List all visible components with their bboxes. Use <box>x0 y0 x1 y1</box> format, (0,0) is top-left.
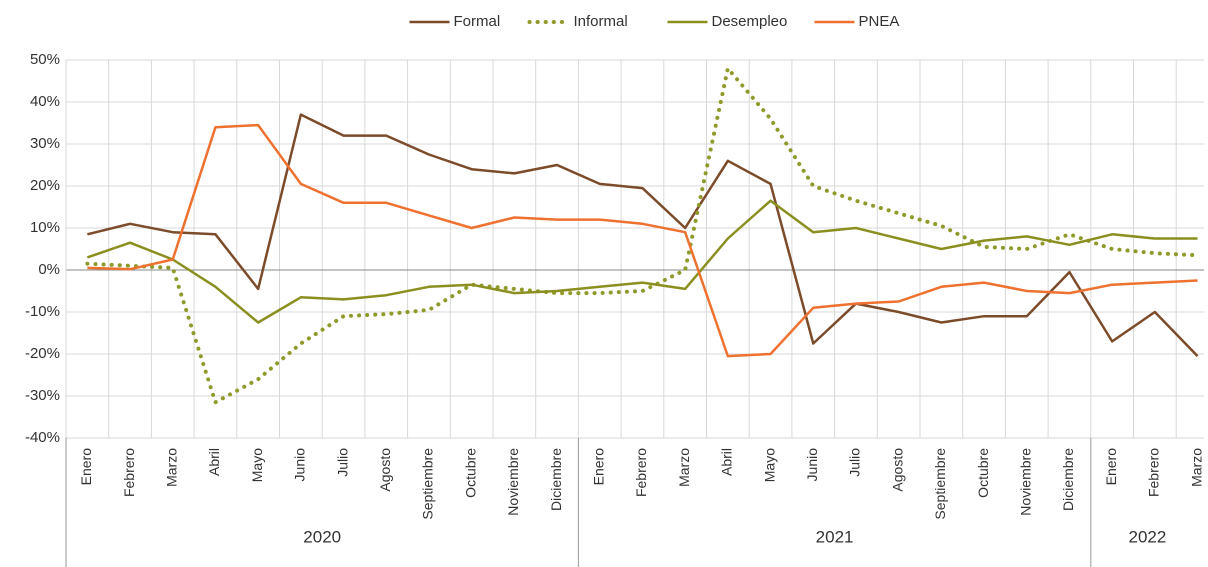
x-tick-label: Marzo <box>163 448 179 487</box>
x-tick-label: Enero <box>78 448 94 486</box>
x-tick-label: Noviembre <box>505 448 521 516</box>
y-tick-label: 20% <box>30 177 60 194</box>
x-tick-label: Abril <box>206 448 222 476</box>
x-tick-label: Abril <box>719 448 735 476</box>
legend-label: Informal <box>574 13 628 30</box>
series-line <box>87 113 1199 357</box>
x-tick-label: Mayo <box>249 448 265 482</box>
x-tick-label: Febrero <box>121 448 137 497</box>
x-tick-label: Marzo <box>1188 448 1204 487</box>
x-tick-label: Agosto <box>377 448 393 492</box>
y-tick-label: 0% <box>38 261 60 278</box>
x-tick-label: Octubre <box>462 448 478 498</box>
x-group-label: 2020 <box>303 527 341 546</box>
x-tick-label: Noviembre <box>1017 448 1033 516</box>
y-tick-label: -10% <box>25 303 60 320</box>
series-line <box>86 199 1198 324</box>
x-tick-label: Enero <box>590 448 606 486</box>
x-tick-label: Diciembre <box>548 448 564 511</box>
x-tick-label: Septiembre <box>420 448 436 520</box>
x-tick-label: Diciembre <box>1060 448 1076 511</box>
x-group-label: 2022 <box>1128 527 1166 546</box>
legend-label: Desempleo <box>712 13 788 30</box>
y-tick-label: 40% <box>30 93 60 110</box>
x-tick-label: Octubre <box>975 448 991 498</box>
x-tick-label: Julio <box>334 448 350 477</box>
y-tick-label: -20% <box>25 345 60 362</box>
y-tick-label: 30% <box>30 135 60 152</box>
series-line <box>85 66 1200 405</box>
y-tick-label: 10% <box>30 219 60 236</box>
y-tick-label: -40% <box>25 429 60 446</box>
x-group-label: 2021 <box>816 527 854 546</box>
y-tick-label: 50% <box>30 51 60 68</box>
x-tick-label: Julio <box>847 448 863 477</box>
x-tick-label: Agosto <box>889 448 905 492</box>
x-tick-label: Febrero <box>1146 448 1162 497</box>
legend-label: PNEA <box>859 13 900 30</box>
y-tick-label: -30% <box>25 387 60 404</box>
legend-label: Formal <box>454 13 501 30</box>
x-tick-label: Junio <box>804 448 820 482</box>
x-tick-label: Septiembre <box>932 448 948 520</box>
x-tick-label: Junio <box>292 448 308 482</box>
x-tick-label: Marzo <box>676 448 692 487</box>
x-tick-label: Enero <box>1103 448 1119 486</box>
series-line <box>87 123 1198 358</box>
x-tick-label: Mayo <box>761 448 777 482</box>
x-tick-label: Febrero <box>633 448 649 497</box>
